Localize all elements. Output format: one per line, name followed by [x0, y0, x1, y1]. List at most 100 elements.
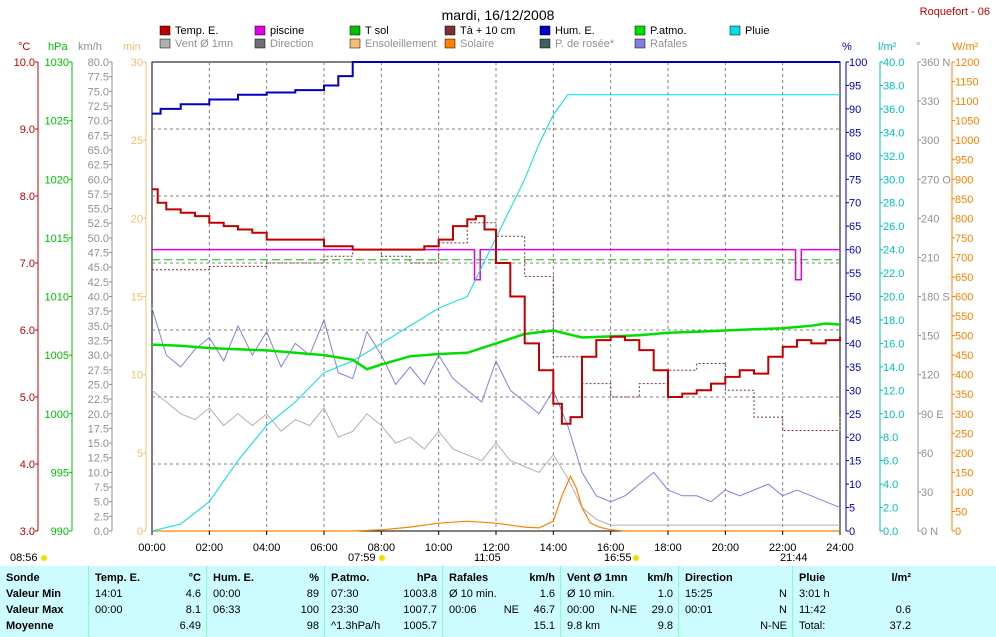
sunrise-left-time: 08:56: [10, 552, 38, 564]
x-tick-label: 08:00: [368, 542, 396, 554]
unit-humidity: %: [842, 41, 852, 53]
y-tick-label: 47.5: [88, 248, 109, 260]
x-tick-label: 22:00: [769, 542, 797, 554]
row-label-max: Valeur Max: [6, 604, 64, 616]
stats-cell-value: 29.0: [651, 604, 673, 616]
axis-units: °C hPa km/h min % l/m² ° W/m²: [18, 41, 979, 53]
y-tick-label: 30: [921, 487, 933, 499]
stats-cell-row: N-NE: [679, 618, 793, 634]
y-tick-label: 65: [849, 221, 861, 233]
y-tick-label: 50: [849, 292, 861, 304]
stats-row-labels: Sonde Valeur Min Valeur Max Moyenne: [0, 566, 88, 637]
y-tick-label: 15.0: [88, 438, 109, 450]
legend-label: T sol: [365, 25, 389, 37]
series-hum-e-: [152, 61, 840, 115]
y-tick-label: 8.0: [20, 191, 35, 203]
y-tick-label: 350: [955, 389, 973, 401]
y-tick-label: 55: [849, 268, 861, 280]
stats-column: Vent Ø 1mn km/h Ø 10 min. 1.0 00:00 N-NE 29.0 9…: [560, 566, 679, 637]
y-tick-label: 38.0: [883, 80, 904, 92]
legend-label: piscine: [270, 25, 304, 37]
legend-swatch: [159, 38, 171, 49]
stats-cell-row: 00:01 N: [679, 602, 793, 618]
stats-cell-left: ^1.3hPa/h: [331, 620, 381, 632]
y-tick-label: 25: [849, 409, 861, 421]
y-tick-label: 250: [955, 428, 973, 440]
y-tick-label: 1005: [45, 350, 69, 362]
stats-cell-value: N-NE: [760, 620, 787, 632]
y-tick-label: 40.0: [88, 292, 109, 304]
y-tick-label: 30.0: [88, 350, 109, 362]
y-tick-label: 7.0: [20, 258, 35, 270]
row-label-min: Valeur Min: [6, 588, 62, 600]
legend-swatch: [349, 38, 361, 49]
legend-swatch: [729, 25, 741, 36]
stats-cell-left: 00:01: [685, 604, 713, 616]
stats-column: Rafales km/h Ø 10 min. 1.6 00:06 NE 46.7 15.1: [442, 566, 561, 637]
stats-cell-value: 1.6: [539, 588, 555, 600]
y-tick-label: 24.0: [883, 245, 904, 257]
stats-cell-row: ^1.3hPa/h 1005.7: [325, 618, 443, 634]
stats-column-unit: l/m²: [891, 572, 911, 584]
y-tick-label: 40: [849, 338, 861, 350]
unit-wind: km/h: [78, 41, 102, 53]
stats-cell-value: 6.49: [179, 620, 201, 632]
x-tick-label: 24:00: [826, 542, 854, 554]
y-tick-label: 90: [849, 104, 861, 116]
y-tick-label: 8.0: [883, 432, 898, 444]
y-tick-label: 70.0: [88, 116, 109, 128]
legend-label: Tà + 10 cm: [460, 25, 515, 37]
stats-cell-row: 06:33 100: [207, 602, 325, 618]
stats-cell-left: 06:33: [213, 604, 241, 616]
y-tick-label: 9.0: [20, 124, 35, 136]
stats-cell-value: 15.1: [533, 620, 555, 632]
y-tick-label: 750: [955, 233, 973, 245]
series-pluie: [151, 94, 840, 532]
axes: 3.04.05.06.07.08.09.010.0990995100010051…: [14, 57, 980, 538]
legend: Temp. E. piscine T sol Tà + 10 cm Hum. E. P.a…: [159, 25, 769, 50]
y-tick-label: 600: [955, 292, 973, 304]
sun-icon: [379, 555, 385, 561]
y-tick-label: 150: [955, 467, 973, 479]
y-tick-label: 0: [955, 526, 961, 538]
y-tick-label: 500: [955, 331, 973, 343]
y-tick-label: 0.0: [883, 526, 898, 538]
stats-cell-mid: N-NE: [610, 604, 637, 616]
series-temp-e-: [152, 188, 841, 425]
y-tick-label: 75.0: [88, 86, 109, 98]
stats-column: Pluie l/m² 3:01 h 11:42 0.6 Total: 37.2: [792, 566, 917, 637]
stats-column: Hum. E.% 00:00 89 06:33 100 98: [206, 566, 325, 637]
stats-cell-left: Total:: [799, 620, 826, 632]
y-tick-label: 950: [955, 155, 973, 167]
stats-cell-row: 00:06 NE 46.7: [443, 602, 561, 618]
y-tick-label: 5.0: [20, 392, 35, 404]
x-tick-label: 20:00: [712, 542, 740, 554]
y-tick-label: 42.5: [88, 277, 109, 289]
y-tick-label: 10.0: [14, 57, 35, 69]
stats-cell-left: 15:25: [685, 588, 713, 600]
y-tick-label: 35.0: [88, 321, 109, 333]
stats-column-unit: °C: [188, 572, 201, 584]
stats-cell-left: 07:30: [331, 588, 359, 600]
y-tick-label: 1150: [955, 77, 979, 89]
stats-column-unit: km/h: [647, 572, 673, 584]
y-tick-label: 20.0: [88, 409, 109, 421]
sun-icon: [633, 555, 639, 561]
y-tick-label: 72.5: [88, 101, 109, 113]
series-p-atmo-: [151, 322, 841, 371]
y-tick-label: 20.0: [883, 292, 904, 304]
row-label-mean: Moyenne: [6, 620, 54, 632]
legend-swatch: [634, 38, 646, 49]
stats-cell-left: 3:01 h: [799, 588, 830, 600]
y-tick-label: 10: [131, 370, 143, 382]
y-tick-label: 650: [955, 272, 973, 284]
stats-cell-left: 23:30: [331, 604, 359, 616]
x-axis: 00:00 02:00 04:00 06:00 08:00 10:00 12:00 14:00…: [138, 531, 854, 554]
sunset-time: 16:55: [604, 552, 632, 564]
grid: [151, 61, 841, 532]
stats-cell-value: 100: [300, 604, 319, 616]
stats-cell-left: 00:00: [567, 604, 595, 616]
sun-high-time: 11:05: [474, 552, 501, 564]
stats-cell-row: 6.49: [89, 618, 207, 634]
stats-cell-row: 00:00 89: [207, 586, 325, 602]
